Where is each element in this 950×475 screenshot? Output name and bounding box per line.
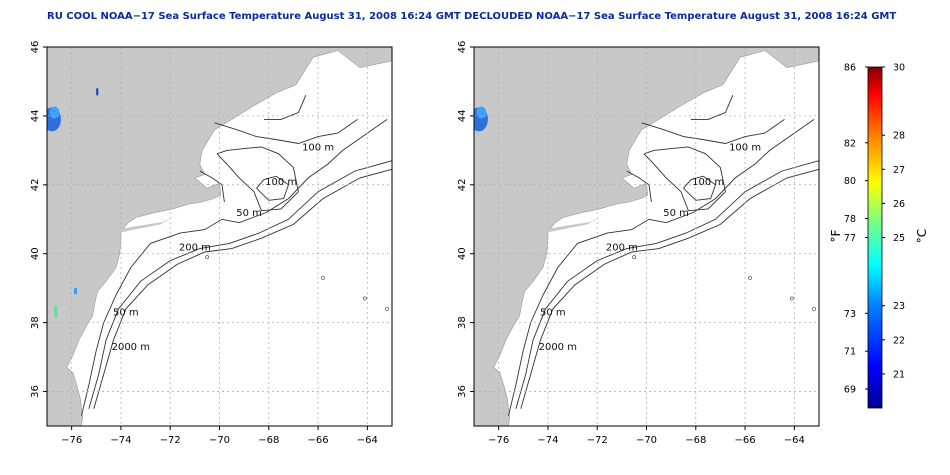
contour-label: 2000 m xyxy=(539,342,577,353)
x-tick-label: −66 xyxy=(308,435,329,446)
depth-contour xyxy=(626,170,652,203)
x-tick-label: −66 xyxy=(735,435,756,446)
x-tick-label: −74 xyxy=(537,435,558,446)
colorbar-f-label: 80 xyxy=(844,176,856,187)
x-tick-label: −72 xyxy=(587,435,608,446)
colorbar-f-label: 78 xyxy=(844,214,856,225)
sst-patch xyxy=(49,106,60,119)
sst-patch xyxy=(96,88,99,96)
x-tick-label: −64 xyxy=(357,435,378,446)
depth-contour xyxy=(643,146,726,212)
y-tick-label: 40 xyxy=(457,247,468,260)
y-tick-label: 42 xyxy=(30,178,41,191)
colorbar-f-label: 71 xyxy=(844,347,856,358)
colorbar-gradient xyxy=(867,66,883,409)
bay-of-fundy xyxy=(318,60,358,82)
colorbar-f-label: 73 xyxy=(844,309,856,320)
left-map-title: RU COOL NOAA−17 Sea Surface Temperature … xyxy=(47,11,461,22)
right-map-panel: 100 m 100 m 50 m 200 m 50 m 2000 m −76 −74 −72 −7… xyxy=(457,41,820,446)
colorbar-f-label: 69 xyxy=(844,385,856,396)
contour-label: 200 m xyxy=(179,242,211,253)
land-mass xyxy=(47,47,392,426)
y-tick-label: 44 xyxy=(457,110,468,123)
y-tick-label: 36 xyxy=(30,385,41,398)
x-tick-label: −64 xyxy=(784,435,805,446)
right-map-title: DECLOUDED NOAA−17 Sea Surface Temperatur… xyxy=(464,11,897,22)
x-tick-label: −76 xyxy=(488,435,509,446)
colorbar-c-label: 30 xyxy=(893,63,905,74)
contour-label: 200 m xyxy=(606,242,638,253)
depth-contour xyxy=(199,170,225,203)
depth-contour xyxy=(216,146,299,212)
y-tick-label: 46 xyxy=(30,41,41,54)
y-tick-label: 42 xyxy=(457,178,468,191)
seamount-contour xyxy=(632,255,637,260)
colorbar-c-label: 25 xyxy=(893,233,905,244)
depth-contour xyxy=(263,95,307,120)
seamount-contour xyxy=(321,275,325,280)
land-mass xyxy=(474,47,819,426)
contour-label: 100 m xyxy=(265,177,297,188)
temperature-colorbar: 86 82 80 78 77 73 71 69 30 28 27 26 25 23 22 21 °F °C xyxy=(829,63,929,409)
left-map-panel: 100 m 100 m 50 m 200 m 50 m 2000 m −76 −74 −72 −7… xyxy=(30,41,393,446)
x-tick-label: −74 xyxy=(110,435,131,446)
x-tick-label: −68 xyxy=(258,435,279,446)
contour-label: 100 m xyxy=(302,142,334,153)
depth-contour xyxy=(641,119,785,144)
seamount-contour xyxy=(812,306,816,311)
contour-label: 100 m xyxy=(729,142,761,153)
seamount-contour xyxy=(385,306,389,311)
colorbar-f-label: 86 xyxy=(844,63,856,74)
x-tick-label: −76 xyxy=(61,435,82,446)
colorbar-celsius-axis-label: °C xyxy=(915,229,929,243)
colorbar-fahrenheit-axis-label: °F xyxy=(829,229,843,242)
depth-contour xyxy=(214,119,358,144)
long-island xyxy=(120,216,174,233)
colorbar-c-label: 28 xyxy=(893,131,905,142)
y-tick-label: 46 xyxy=(457,41,468,54)
colorbar-c-label: 26 xyxy=(893,199,905,210)
y-tick-label: 38 xyxy=(457,316,468,329)
colorbar-c-label: 27 xyxy=(893,165,905,176)
bay-of-fundy xyxy=(745,60,785,82)
depth-contour xyxy=(515,160,819,409)
contour-label: 50 m xyxy=(236,208,262,219)
x-tick-label: −70 xyxy=(636,435,657,446)
colorbar-c-label: 23 xyxy=(893,301,905,312)
contour-label: 100 m xyxy=(692,177,724,188)
contour-label: 50 m xyxy=(540,308,566,319)
seamount-contour xyxy=(362,296,367,301)
y-tick-label: 44 xyxy=(30,110,41,123)
x-tick-label: −70 xyxy=(209,435,230,446)
depth-contour xyxy=(520,168,819,409)
colorbar-c-label: 22 xyxy=(893,335,905,346)
seamount-contour xyxy=(789,296,794,301)
colorbar-f-label: 77 xyxy=(844,233,856,244)
y-tick-label: 38 xyxy=(30,316,41,329)
seamount-contour xyxy=(205,255,210,260)
y-tick-label: 40 xyxy=(30,247,41,260)
sst-patch xyxy=(54,305,58,318)
depth-contour xyxy=(81,119,388,416)
contour-label: 50 m xyxy=(113,308,139,319)
sst-patch xyxy=(74,288,78,295)
depth-contour xyxy=(93,168,392,409)
x-tick-label: −68 xyxy=(685,435,706,446)
depth-contour xyxy=(88,160,392,409)
map-body: 100 m 100 m 50 m 200 m 50 m 2000 m xyxy=(47,47,392,426)
contour-label: 50 m xyxy=(663,208,689,219)
colorbar-c-label: 21 xyxy=(893,369,905,380)
depth-contour xyxy=(690,95,734,120)
colorbar-f-label: 82 xyxy=(844,138,856,149)
x-tick-label: −72 xyxy=(160,435,181,446)
sst-patch xyxy=(476,106,487,119)
y-tick-label: 36 xyxy=(457,385,468,398)
map-body: 100 m 100 m 50 m 200 m 50 m 2000 m xyxy=(474,47,819,426)
depth-contour xyxy=(508,119,815,416)
contour-label: 2000 m xyxy=(112,342,150,353)
seamount-contour xyxy=(748,275,752,280)
long-island xyxy=(547,216,601,233)
